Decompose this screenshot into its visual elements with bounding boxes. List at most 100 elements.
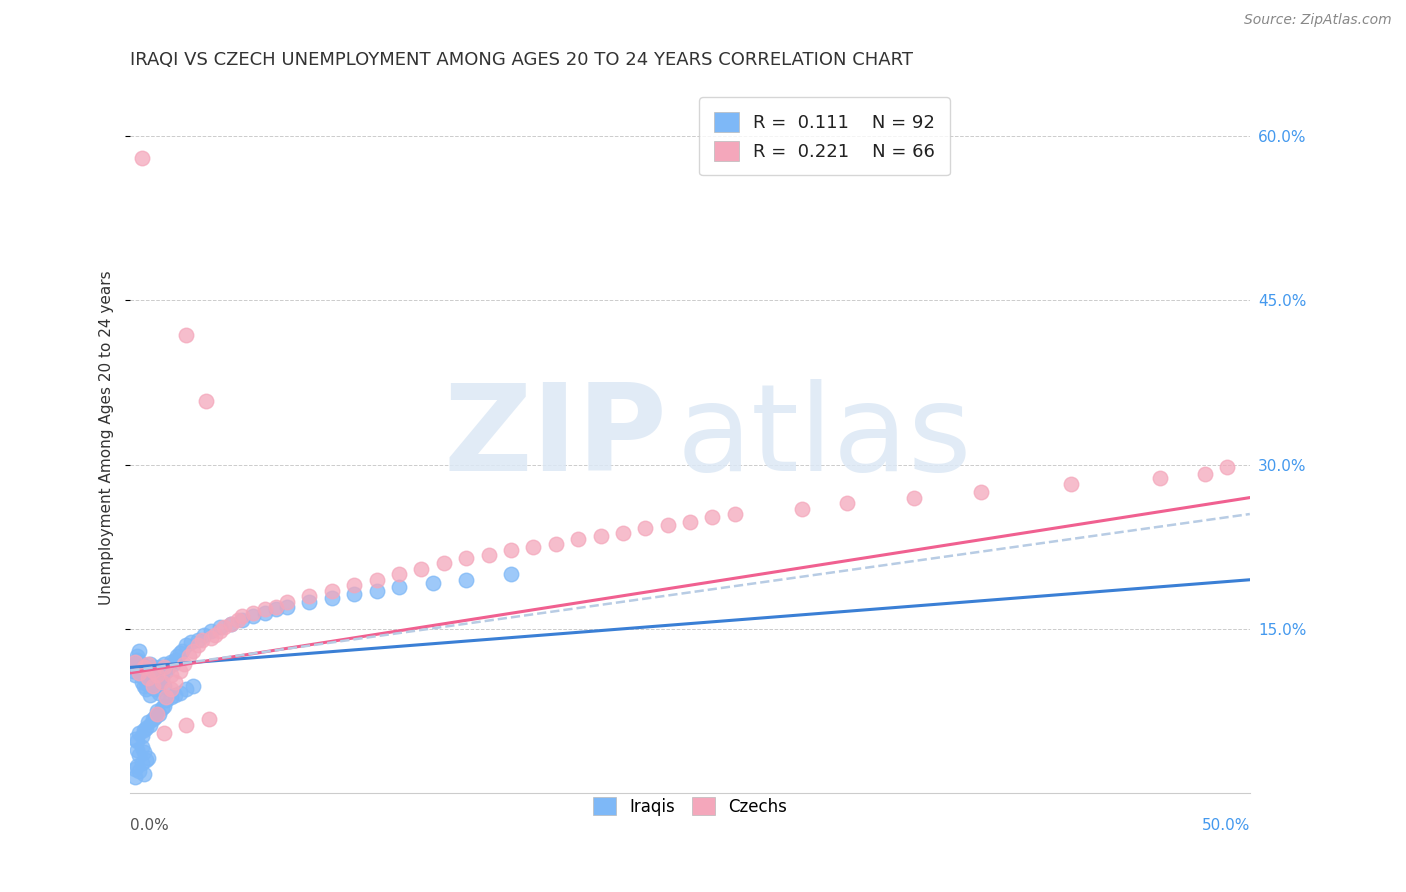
Point [298,595,321,609]
Point [226,613,249,627]
Point [131,657,153,672]
Point [208,620,231,634]
Point [132,660,155,674]
Point [242,606,264,620]
Point [125,742,148,756]
Point [724,507,747,521]
Point [153,679,176,693]
Point [136,671,159,685]
Point [343,578,366,592]
Text: 50.0%: 50.0% [1202,818,1250,833]
Point [366,573,388,587]
Point [143,709,166,723]
Point [195,394,218,409]
Text: ZIP: ZIP [444,379,668,496]
Point [153,698,176,713]
Point [125,660,148,674]
Point [148,707,170,722]
Point [124,657,146,672]
Point [159,682,181,697]
Point [169,646,191,660]
Point [321,591,343,606]
Point [1216,459,1239,474]
Point [136,668,159,682]
Point [131,674,153,689]
Point [146,668,169,682]
Point [131,730,153,744]
Point [139,657,162,672]
Point [128,655,150,669]
Point [276,600,298,615]
Point [128,764,150,779]
Point [135,721,157,735]
Point [128,747,150,762]
Point [153,660,176,674]
Point [835,496,858,510]
Point [143,664,166,678]
Point [544,536,567,550]
Text: 0.0%: 0.0% [131,818,169,833]
Point [181,644,204,658]
Point [208,624,231,639]
Point [162,657,184,672]
Point [200,624,222,639]
Point [121,664,143,678]
Point [176,718,198,732]
Point [176,682,198,697]
Point [153,657,176,672]
Point [124,668,146,682]
Point [177,649,200,664]
Point [150,701,173,715]
Point [155,693,177,707]
Y-axis label: Unemployment Among Ages 20 to 24 years: Unemployment Among Ages 20 to 24 years [100,270,114,605]
Point [181,679,204,693]
Point [146,707,169,722]
Point [499,543,522,558]
Point [499,567,522,582]
Point [1149,471,1171,485]
Point [186,639,208,653]
Point [155,664,177,678]
Point [477,548,499,562]
Point [148,685,170,699]
Point [132,766,155,780]
Point [139,718,162,732]
Text: IRAQI VS CZECH UNEMPLOYMENT AMONG AGES 20 TO 24 YEARS CORRELATION CHART: IRAQI VS CZECH UNEMPLOYMENT AMONG AGES 2… [131,51,914,69]
Point [180,635,202,649]
Point [155,690,177,704]
Point [169,685,191,699]
Point [135,754,157,768]
Point [242,608,264,623]
Point [131,740,153,755]
Point [298,589,321,603]
Point [124,770,146,784]
Point [253,602,276,616]
Point [132,723,155,737]
Point [657,518,679,533]
Point [522,540,544,554]
Point [124,731,146,746]
Point [388,581,411,595]
Point [970,485,993,500]
Point [132,679,155,693]
Point [125,759,148,773]
Point [264,600,287,615]
Point [200,631,222,645]
Point [131,668,153,682]
Point [343,587,366,601]
Point [253,606,276,620]
Point [634,521,657,535]
Point [124,655,146,669]
Point [159,655,181,669]
Point [170,644,193,658]
Point [214,620,236,634]
Point [142,660,165,674]
Point [131,756,153,770]
Point [146,677,169,691]
Point [219,616,242,631]
Point [139,688,162,702]
Point [153,726,176,740]
Point [1194,467,1216,481]
Point [903,491,925,505]
Text: Source: ZipAtlas.com: Source: ZipAtlas.com [1244,13,1392,28]
